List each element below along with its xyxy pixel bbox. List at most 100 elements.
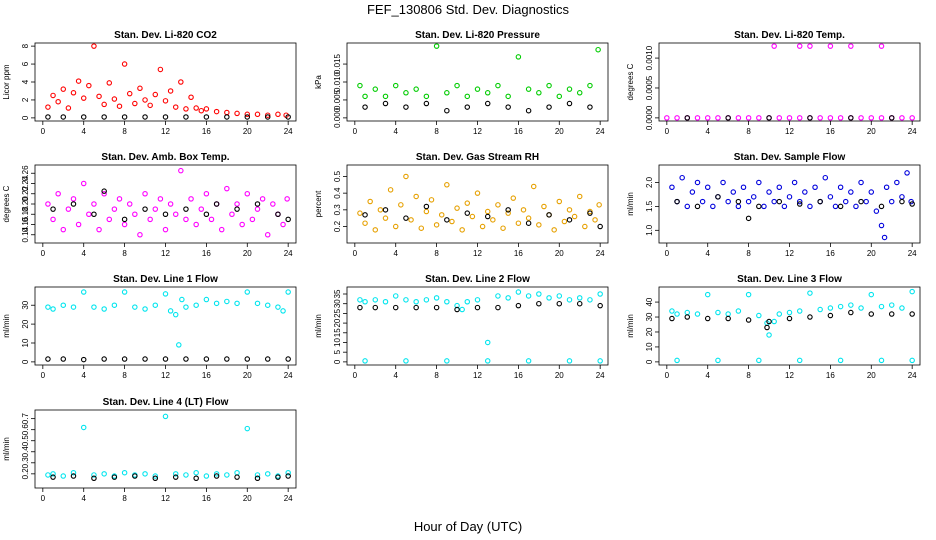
data-point	[167, 88, 174, 94]
data-point	[444, 90, 450, 96]
reference-point	[909, 201, 915, 207]
data-point	[802, 189, 808, 195]
reference-point	[80, 114, 87, 120]
data-point	[280, 221, 286, 228]
reference-point	[525, 107, 532, 114]
x-tick-label: 20	[243, 249, 252, 258]
data-point	[275, 304, 281, 310]
reference-point	[745, 215, 752, 222]
data-point	[750, 194, 757, 200]
reference-point	[786, 315, 793, 322]
reference-point	[505, 207, 511, 213]
data-point	[176, 342, 182, 348]
y-tick-label: 0.0005	[645, 75, 654, 100]
reference-point	[224, 114, 230, 120]
reference-point	[464, 104, 471, 110]
x-tick-label: 20	[243, 371, 252, 380]
y-tick-label: 0.2	[333, 220, 342, 232]
reference-point	[878, 203, 885, 210]
data-point	[254, 472, 261, 478]
data-point	[162, 413, 169, 420]
data-point	[853, 203, 859, 210]
data-point	[403, 173, 409, 180]
data-point	[786, 309, 793, 316]
reference-point	[70, 473, 77, 479]
x-tick-label: 4	[393, 127, 398, 136]
data-point	[710, 203, 716, 210]
reference-point	[121, 356, 128, 362]
data-point	[858, 179, 864, 186]
reference-point	[132, 473, 138, 479]
data-point	[807, 203, 813, 210]
reference-point	[848, 309, 854, 316]
data-point	[234, 110, 240, 117]
y-tick-label: 2.0	[645, 176, 654, 188]
data-point	[776, 311, 783, 317]
y-tick-label: 2	[21, 97, 30, 102]
reference-point	[264, 114, 271, 120]
data-point	[60, 86, 67, 92]
reference-point	[735, 198, 742, 205]
data-point	[536, 222, 542, 228]
data-point	[121, 289, 128, 295]
data-point	[101, 101, 107, 108]
data-point	[193, 221, 199, 228]
data-point	[249, 216, 256, 223]
data-point	[888, 302, 895, 308]
data-point	[474, 86, 481, 92]
data-point	[878, 43, 885, 49]
data-point	[147, 216, 153, 223]
data-point	[596, 202, 602, 208]
reference-point	[566, 100, 573, 107]
data-point	[80, 289, 87, 295]
data-point	[152, 206, 159, 212]
reference-point	[868, 311, 875, 317]
reference-point	[45, 114, 51, 120]
data-point	[459, 306, 465, 313]
data-point	[735, 308, 742, 314]
data-point	[70, 304, 77, 310]
y-tick-label: 15	[333, 328, 342, 337]
data-point	[45, 472, 51, 478]
reference-point	[392, 304, 399, 311]
data-point	[474, 297, 481, 303]
reference-point	[183, 356, 189, 362]
reference-point	[484, 213, 491, 220]
data-point	[60, 226, 67, 233]
reference-point	[254, 475, 261, 482]
reference-point	[50, 206, 56, 212]
data-point	[827, 43, 834, 49]
data-point	[270, 201, 276, 207]
data-point	[111, 302, 118, 308]
panel-4: Stan. Dev. Amb. Box Temp. degrees C 0 4 8 12 1…	[2, 152, 297, 258]
reference-point	[766, 318, 772, 325]
data-point	[699, 198, 706, 205]
y-tick-label: 0	[21, 359, 30, 364]
reference-point	[484, 100, 491, 107]
data-point	[387, 187, 394, 193]
panel-title: Stan. Dev. Line 4 (LT) Flow	[103, 397, 229, 408]
data-point	[357, 297, 363, 303]
reference-point	[213, 201, 220, 207]
data-point	[382, 215, 389, 221]
data-point	[899, 194, 905, 200]
data-point	[132, 211, 138, 218]
data-point	[45, 201, 51, 207]
data-point	[264, 232, 271, 238]
data-point	[126, 90, 133, 97]
data-point	[556, 293, 563, 299]
y-tick-label: 20	[333, 318, 342, 327]
x-tick-label: 24	[284, 494, 293, 503]
data-point	[459, 227, 465, 233]
y-tick-label: 0.4	[333, 187, 342, 199]
reference-point	[454, 306, 460, 313]
y-tick-label: 0	[21, 115, 30, 120]
data-point	[515, 289, 522, 295]
reference-point	[275, 211, 281, 218]
data-point	[152, 302, 159, 308]
x-tick-label: 12	[161, 249, 170, 258]
x-tick-label: 24	[908, 371, 917, 380]
data-point	[254, 300, 261, 307]
x-tick-label: 8	[122, 494, 127, 503]
y-tick-label: 0.000	[333, 107, 342, 128]
